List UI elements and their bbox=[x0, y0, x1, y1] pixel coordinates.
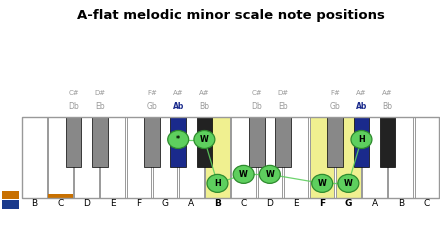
Bar bbox=[66, 117, 81, 166]
Text: *: * bbox=[176, 135, 180, 144]
Bar bbox=[380, 117, 396, 166]
Text: E: E bbox=[110, 199, 116, 208]
Text: H: H bbox=[214, 179, 221, 188]
Text: W: W bbox=[239, 170, 248, 179]
Text: C: C bbox=[57, 199, 63, 208]
Circle shape bbox=[351, 130, 372, 148]
Text: Db: Db bbox=[68, 102, 79, 111]
Bar bbox=[327, 117, 343, 166]
Bar bbox=[231, 117, 256, 198]
Text: H: H bbox=[358, 135, 365, 144]
Text: Ab: Ab bbox=[356, 102, 367, 111]
Circle shape bbox=[168, 130, 189, 148]
Text: A: A bbox=[188, 199, 194, 208]
Text: W: W bbox=[344, 179, 353, 188]
Text: B: B bbox=[398, 199, 404, 208]
Text: E: E bbox=[293, 199, 299, 208]
Text: W: W bbox=[318, 179, 326, 188]
Bar bbox=[153, 117, 177, 198]
Bar bbox=[74, 117, 99, 198]
Circle shape bbox=[259, 165, 280, 183]
Bar bbox=[414, 117, 439, 198]
Text: basicmusictheory.com: basicmusictheory.com bbox=[8, 75, 13, 141]
Bar bbox=[275, 117, 291, 166]
Text: G: G bbox=[161, 199, 169, 208]
Text: D#: D# bbox=[277, 90, 289, 96]
Bar bbox=[48, 117, 73, 198]
Bar bbox=[197, 117, 212, 166]
Bar bbox=[2, 191, 19, 199]
Bar bbox=[336, 117, 361, 198]
Bar bbox=[22, 117, 439, 198]
Text: B: B bbox=[214, 199, 221, 208]
Text: C: C bbox=[241, 199, 247, 208]
Bar bbox=[92, 117, 107, 166]
Text: Gb: Gb bbox=[147, 102, 158, 111]
Bar bbox=[362, 117, 387, 198]
Text: A#: A# bbox=[356, 90, 367, 96]
Text: A#: A# bbox=[199, 90, 210, 96]
Text: F#: F# bbox=[147, 90, 157, 96]
Text: A: A bbox=[371, 199, 378, 208]
Bar bbox=[179, 117, 204, 198]
Text: A#: A# bbox=[382, 90, 393, 96]
Circle shape bbox=[338, 174, 359, 192]
Text: Db: Db bbox=[251, 102, 262, 111]
Text: A#: A# bbox=[173, 90, 183, 96]
Bar bbox=[100, 117, 125, 198]
Text: D: D bbox=[266, 199, 273, 208]
Bar bbox=[257, 117, 282, 198]
Text: A-flat melodic minor scale note positions: A-flat melodic minor scale note position… bbox=[77, 9, 385, 22]
Text: C: C bbox=[424, 199, 430, 208]
Text: C#: C# bbox=[251, 90, 262, 96]
Bar bbox=[310, 117, 334, 198]
Bar bbox=[389, 117, 413, 198]
Text: Bb: Bb bbox=[383, 102, 392, 111]
Text: W: W bbox=[265, 170, 274, 179]
Text: D: D bbox=[83, 199, 90, 208]
Text: Bb: Bb bbox=[199, 102, 209, 111]
Bar bbox=[170, 117, 186, 166]
Bar bbox=[354, 117, 369, 166]
Text: W: W bbox=[200, 135, 209, 144]
Text: F: F bbox=[319, 199, 325, 208]
Bar bbox=[127, 117, 151, 198]
Circle shape bbox=[312, 174, 333, 192]
Bar bbox=[48, 194, 73, 198]
Circle shape bbox=[207, 174, 228, 192]
Text: D#: D# bbox=[94, 90, 105, 96]
Text: Eb: Eb bbox=[95, 102, 104, 111]
Text: G: G bbox=[345, 199, 352, 208]
Bar bbox=[284, 117, 308, 198]
Text: F#: F# bbox=[330, 90, 340, 96]
Text: Gb: Gb bbox=[330, 102, 341, 111]
Circle shape bbox=[233, 165, 254, 183]
Circle shape bbox=[194, 130, 215, 148]
Bar bbox=[22, 117, 47, 198]
Bar bbox=[2, 200, 19, 209]
Bar bbox=[205, 117, 230, 198]
Text: B: B bbox=[31, 199, 37, 208]
Text: Ab: Ab bbox=[172, 102, 184, 111]
Text: C#: C# bbox=[68, 90, 79, 96]
Bar bbox=[144, 117, 160, 166]
Bar bbox=[249, 117, 264, 166]
Text: Eb: Eb bbox=[278, 102, 288, 111]
Text: F: F bbox=[136, 199, 142, 208]
